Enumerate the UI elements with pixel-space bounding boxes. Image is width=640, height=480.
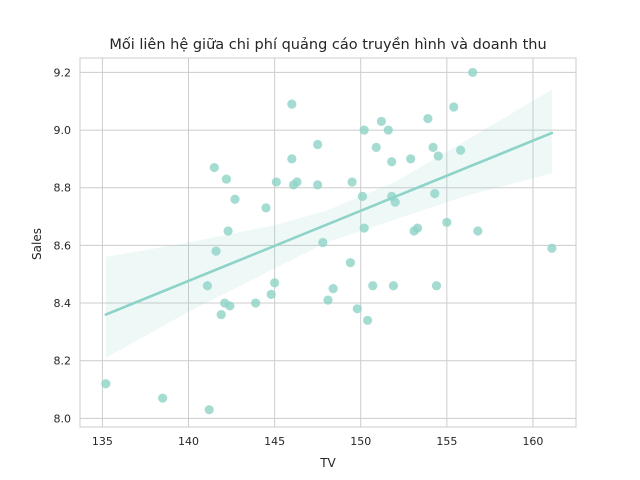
data-point [251, 298, 261, 308]
data-point [371, 142, 381, 152]
x-tick-label: 150 [350, 435, 371, 448]
y-tick-label: 9.2 [54, 66, 72, 79]
data-point [158, 393, 168, 403]
data-point [287, 154, 297, 164]
data-point [388, 281, 399, 291]
data-point [473, 226, 483, 236]
data-point [423, 113, 433, 124]
y-tick-label: 8.8 [54, 182, 72, 195]
data-point [352, 304, 362, 314]
data-point [390, 197, 400, 207]
y-tick-label: 9.0 [54, 124, 72, 137]
data-point [261, 203, 271, 213]
data-point [225, 301, 235, 311]
data-point [347, 177, 357, 187]
data-point [363, 315, 373, 325]
y-tick-label: 8.4 [54, 297, 72, 310]
data-point [202, 281, 213, 291]
data-point [442, 217, 452, 227]
data-point [428, 142, 438, 152]
data-point [318, 237, 328, 248]
data-point [430, 188, 440, 199]
data-point [456, 145, 466, 155]
y-tick-label: 8.0 [54, 412, 72, 425]
data-point [287, 99, 297, 109]
data-point [271, 177, 281, 187]
data-point [266, 289, 276, 299]
chart-title: Mối liên hệ giữa chi phí quảng cáo truyề… [109, 36, 546, 53]
data-point [383, 125, 393, 135]
data-point [230, 194, 240, 204]
data-point [547, 243, 557, 253]
data-point [368, 281, 378, 291]
data-point [313, 139, 323, 150]
grid [80, 58, 576, 427]
data-point [468, 67, 478, 78]
data-point [313, 180, 323, 190]
data-point [345, 258, 355, 268]
data-point [376, 116, 386, 127]
y-tick-label: 8.2 [54, 355, 72, 368]
plot-frame [79, 57, 577, 428]
data-point [221, 174, 231, 184]
x-tick-label: 160 [522, 435, 543, 448]
x-axis-label: TV [319, 456, 336, 470]
y-axis-label: Sales [30, 228, 44, 260]
data-point [359, 223, 369, 233]
data-point [209, 162, 219, 173]
data-point [431, 281, 442, 291]
data-point [412, 223, 423, 233]
data-point [270, 278, 280, 288]
data-point [387, 157, 397, 167]
x-tick-label: 140 [178, 435, 199, 448]
y-tick-label: 8.6 [54, 239, 72, 252]
x-tick-label: 145 [264, 435, 285, 448]
data-point [449, 102, 459, 112]
regression-line-group [104, 131, 554, 316]
x-tick-label: 155 [436, 435, 457, 448]
data-point [433, 151, 443, 161]
x-tick-labels: 135 140 145 150 155 160 [92, 435, 544, 448]
data-point [359, 125, 369, 135]
data-point [406, 154, 416, 164]
data-point [328, 284, 338, 294]
data-point [292, 177, 302, 187]
axes-border [79, 57, 577, 428]
data-point [211, 246, 221, 256]
x-tick-label: 135 [92, 435, 113, 448]
regression-line [104, 131, 554, 316]
data-point [101, 379, 111, 389]
data-point [357, 191, 368, 201]
data-points [101, 67, 557, 415]
y-tick-labels: 8.0 8.2 8.4 8.6 8.8 9.0 9.2 [54, 66, 72, 425]
data-point [323, 295, 333, 305]
data-point [204, 405, 214, 415]
data-point [216, 309, 226, 320]
data-point [223, 226, 233, 236]
